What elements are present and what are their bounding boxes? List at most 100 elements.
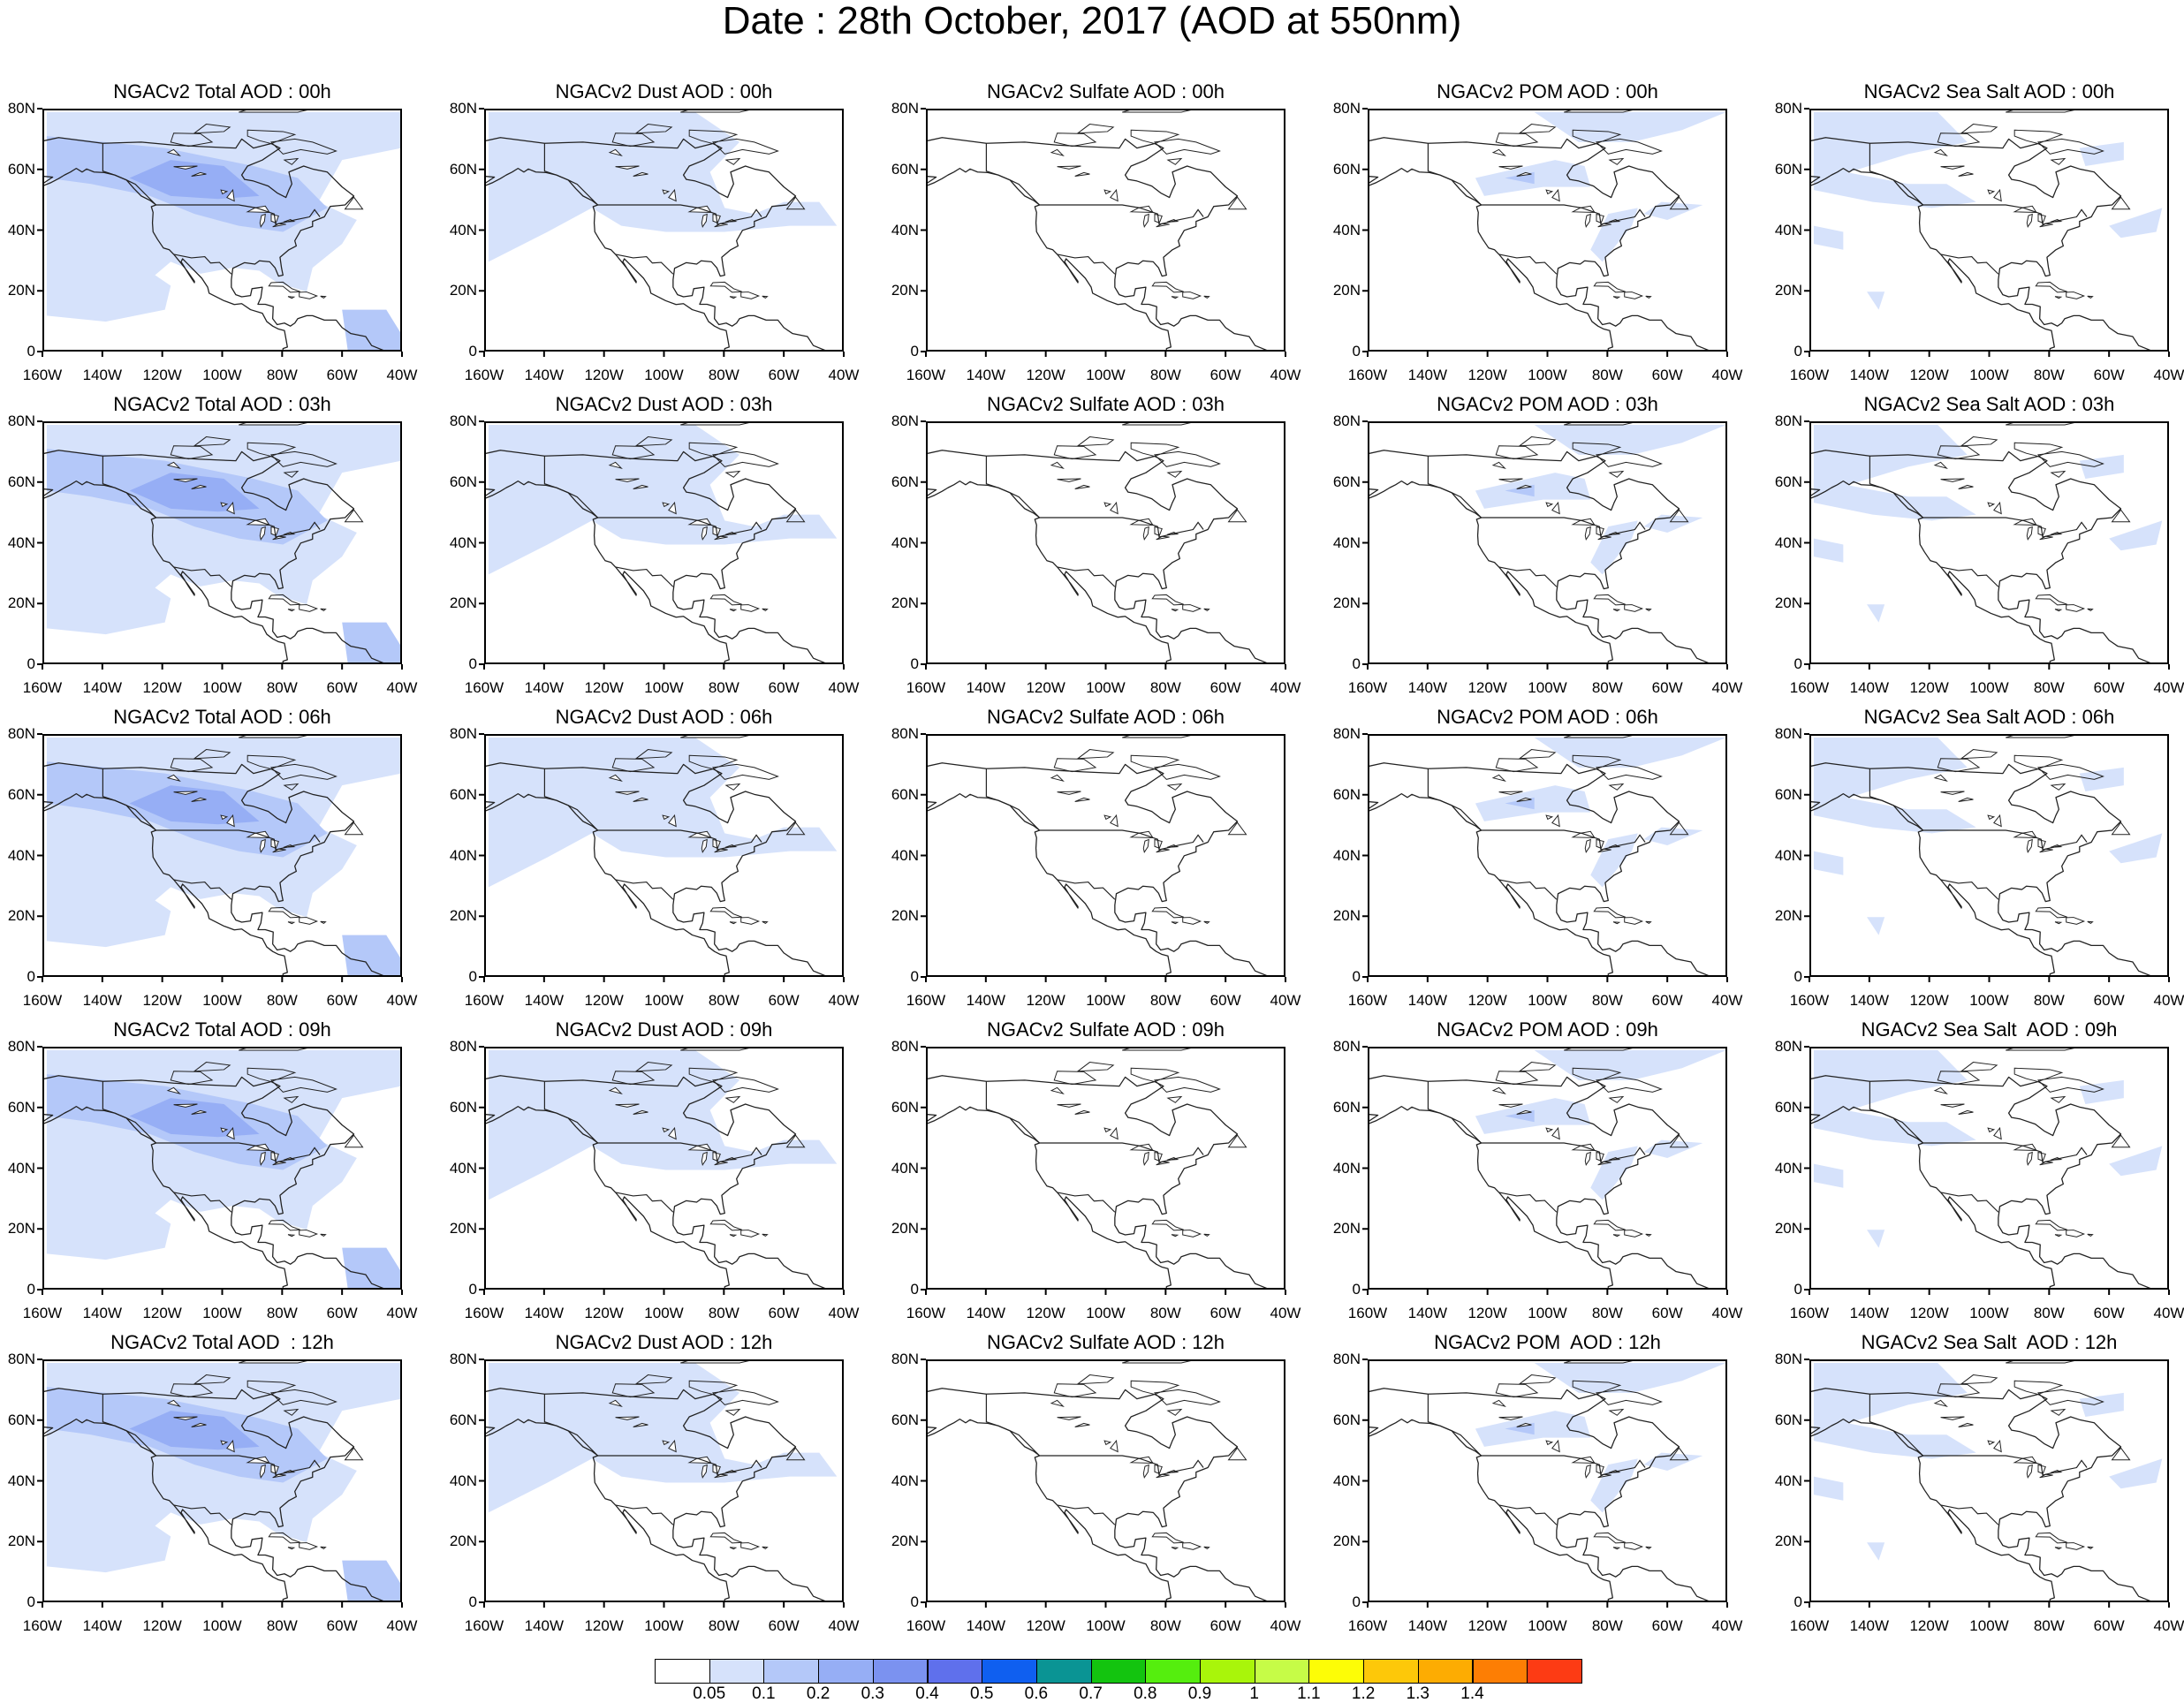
lat-tick-label: 60N: [883, 787, 919, 803]
lon-tick-label: 40W: [817, 367, 870, 383]
lon-tick-label: 100W: [1963, 367, 2016, 383]
lon-tick-label: 160W: [16, 993, 69, 1009]
lon-tick-label: 120W: [1461, 1618, 1514, 1634]
lon-tick-label: 60W: [757, 680, 810, 696]
lon-tick-label: 120W: [1903, 993, 1956, 1009]
lon-tick-label: 40W: [1259, 993, 1312, 1009]
lon-tick-label: 140W: [959, 1306, 1012, 1321]
lat-tick-label: 80N: [1767, 413, 1802, 429]
lon-tick-label: 160W: [1341, 367, 1394, 383]
lat-tick-label: 0: [1325, 1282, 1361, 1298]
lon-tick-label: 60W: [2082, 993, 2135, 1009]
panel-title: NGACv2 Sea Salt AOD : 12h: [1786, 1331, 2184, 1354]
lon-tick-label: 160W: [458, 1618, 511, 1634]
colorbar-label: 0.5: [959, 1685, 1004, 1703]
lat-tick-label: 20N: [442, 908, 477, 924]
lon-tick-label: 40W: [817, 993, 870, 1009]
lat-tick-label: 40N: [883, 535, 919, 551]
lon-tick-label: 120W: [1903, 680, 1956, 696]
lon-tick-label: 100W: [638, 993, 691, 1009]
lon-tick-label: 100W: [638, 367, 691, 383]
lat-tick-label: 0: [0, 656, 35, 672]
lon-tick-label: 40W: [2142, 680, 2184, 696]
lat-tick-label: 0: [1767, 1282, 1802, 1298]
lon-tick-label: 160W: [458, 1306, 511, 1321]
lon-tick-label: 40W: [2142, 367, 2184, 383]
lat-tick-label: 80N: [1325, 726, 1361, 742]
lat-tick-label: 80N: [442, 413, 477, 429]
lon-tick-label: 100W: [1080, 1618, 1133, 1634]
lon-tick-label: 140W: [1843, 680, 1896, 696]
lon-tick-label: 60W: [1199, 367, 1252, 383]
lon-tick-label: 100W: [1963, 1618, 2016, 1634]
lat-tick-label: 60N: [883, 1412, 919, 1428]
lat-tick-label: 60N: [1325, 474, 1361, 490]
lon-tick-label: 40W: [2142, 1618, 2184, 1634]
lon-tick-label: 160W: [899, 1306, 952, 1321]
lat-tick-label: 80N: [0, 1351, 35, 1367]
lon-tick-label: 120W: [1020, 680, 1073, 696]
lat-tick-label: 0: [0, 1594, 35, 1610]
lat-tick-label: 20N: [0, 908, 35, 924]
figure-title: Date : 28th October, 2017 (AOD at 550nm): [0, 0, 2184, 42]
panel-title: NGACv2 Dust AOD : 03h: [461, 393, 868, 416]
lon-tick-label: 80W: [697, 1306, 750, 1321]
lon-tick-label: 160W: [458, 993, 511, 1009]
colorbar-label: 0.6: [1014, 1685, 1058, 1703]
lat-tick-label: 60N: [1767, 787, 1802, 803]
panel-title: NGACv2 Total AOD : 03h: [19, 393, 426, 416]
lon-tick-label: 40W: [2142, 1306, 2184, 1321]
colorbar-label: 0.8: [1123, 1685, 1167, 1703]
lat-tick-label: 60N: [0, 787, 35, 803]
lat-tick-label: 0: [442, 1282, 477, 1298]
lat-tick-label: 0: [442, 344, 477, 360]
lon-tick-label: 160W: [458, 367, 511, 383]
lon-tick-label: 80W: [1139, 680, 1192, 696]
lon-tick-label: 100W: [196, 993, 249, 1009]
lat-tick-label: 60N: [1767, 162, 1802, 178]
lon-tick-label: 120W: [136, 1618, 189, 1634]
lat-tick-label: 80N: [1325, 101, 1361, 117]
panel-title: NGACv2 Dust AOD : 06h: [461, 706, 868, 729]
lat-tick-label: 20N: [1767, 1533, 1802, 1549]
lon-tick-label: 100W: [638, 1306, 691, 1321]
lon-tick-label: 120W: [136, 367, 189, 383]
lon-tick-label: 80W: [255, 367, 308, 383]
lat-tick-label: 80N: [883, 1039, 919, 1055]
lon-tick-label: 60W: [1199, 993, 1252, 1009]
panel-title: NGACv2 Total AOD : 06h: [19, 706, 426, 729]
colorbar-label: 1: [1232, 1685, 1277, 1703]
colorbar-swatch: [1145, 1659, 1201, 1684]
panel-title: NGACv2 Sulfate AOD : 03h: [903, 393, 1309, 416]
colorbar-label: 0.1: [741, 1685, 785, 1703]
lon-tick-label: 160W: [1341, 1618, 1394, 1634]
lat-tick-label: 20N: [442, 595, 477, 611]
lon-tick-label: 140W: [518, 680, 571, 696]
lon-tick-label: 60W: [1199, 680, 1252, 696]
lon-tick-label: 140W: [76, 367, 129, 383]
lon-tick-label: 60W: [315, 367, 368, 383]
colorbar-swatch: [1308, 1659, 1364, 1684]
lat-tick-label: 40N: [1325, 848, 1361, 864]
colorbar-label: 0.7: [1069, 1685, 1113, 1703]
lat-tick-label: 80N: [0, 1039, 35, 1055]
colorbar-swatch: [1363, 1659, 1419, 1684]
lon-tick-label: 40W: [375, 993, 428, 1009]
lon-tick-label: 40W: [375, 1306, 428, 1321]
panel-title: NGACv2 Total AOD : 09h: [19, 1018, 426, 1041]
colorbar-swatch: [1418, 1659, 1474, 1684]
colorbar-swatch: [1527, 1659, 1582, 1684]
panel-title: NGACv2 POM AOD : 09h: [1345, 1018, 1751, 1041]
lat-tick-label: 40N: [442, 848, 477, 864]
lon-tick-label: 60W: [1641, 1618, 1694, 1634]
lat-tick-label: 60N: [0, 162, 35, 178]
lon-tick-label: 40W: [375, 367, 428, 383]
lat-tick-label: 80N: [1767, 726, 1802, 742]
lon-tick-label: 120W: [1020, 993, 1073, 1009]
lon-tick-label: 160W: [16, 1306, 69, 1321]
colorbar-label: 1.3: [1396, 1685, 1440, 1703]
lat-tick-label: 80N: [1325, 413, 1361, 429]
panel-title: NGACv2 Sea Salt AOD : 06h: [1786, 706, 2184, 729]
lat-tick-label: 60N: [1767, 474, 1802, 490]
lat-tick-label: 40N: [1767, 848, 1802, 864]
